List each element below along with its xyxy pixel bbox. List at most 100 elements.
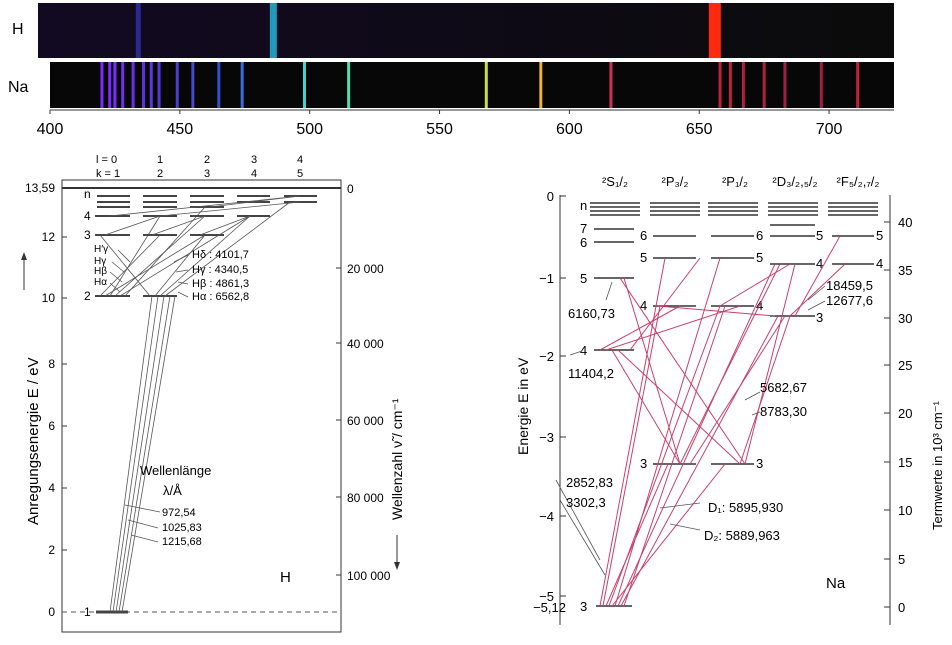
na-corner-label: Na xyxy=(826,575,846,592)
spectrum-tick-label: 600 xyxy=(556,121,583,138)
h-col-l: 4 xyxy=(297,154,303,166)
h-y-tick-label: 13,59 xyxy=(25,181,55,195)
h-spectral-line xyxy=(269,3,277,58)
h-col-k: 2 xyxy=(157,168,163,180)
na-spectral-line xyxy=(783,62,787,108)
na-level-label: n xyxy=(580,198,587,213)
na-y-tick-label: 0 xyxy=(547,189,554,204)
na-spectral-line xyxy=(121,62,125,108)
na-term-header: ²S₁/₂ xyxy=(602,174,628,189)
na-d2: D₂: 5889,963 xyxy=(704,528,780,543)
na-spectral-line xyxy=(217,62,221,108)
h-y-tick-label: 12 xyxy=(42,230,56,244)
na-d1: D₁: 5895,930 xyxy=(708,500,783,515)
h-y-label: Anregungsenergie E / eV xyxy=(25,357,42,525)
spectrum-tick-label: 700 xyxy=(816,121,843,138)
na-level-label: 6 xyxy=(756,228,763,243)
na-level-label: 3 xyxy=(756,456,763,471)
na-spectral-line xyxy=(100,62,104,108)
na-right-tick-label: 40 xyxy=(898,215,912,230)
na-right-tick-label: 0 xyxy=(898,600,905,615)
na-y-tick-label: −4 xyxy=(539,509,554,524)
na-level-label: 7 xyxy=(580,221,587,236)
h-balmer-label: Hβ xyxy=(94,266,107,277)
h-col-k: 4 xyxy=(251,168,257,180)
na-right-tick-label: 30 xyxy=(898,311,912,326)
h-y-tick-label: 0 xyxy=(48,605,55,619)
h-balmer-value: Hα : 6562,8 xyxy=(192,291,249,303)
spectrum-ticks: 400 450 500 550 600 650 700 xyxy=(37,110,843,138)
na-spectral-line xyxy=(108,62,112,108)
na-spectral-line xyxy=(728,62,732,108)
na-spectral-line xyxy=(113,62,117,108)
na-spectral-line xyxy=(131,62,135,108)
spectrum-h-lines xyxy=(135,3,721,58)
spectrum-tick-label: 500 xyxy=(296,121,323,138)
na-spectral-line xyxy=(302,62,306,108)
na-right-tick-label: 25 xyxy=(898,358,912,373)
h-balmer-value: Hγ : 4340,5 xyxy=(192,264,248,276)
spectrum-tick-label: 650 xyxy=(686,121,713,138)
na-level-label: 6 xyxy=(580,235,587,250)
na-spectral-line xyxy=(718,62,722,108)
na-term-header: ²F₅/₂,₇/₂ xyxy=(837,174,880,189)
h-l-row: l = 0 xyxy=(96,154,117,166)
na-level-label: 4 xyxy=(640,298,647,313)
h-right-tick-label: 40 000 xyxy=(347,337,384,351)
h-y-tick-label: 10 xyxy=(42,291,56,305)
na-wavelength-label: 8783,30 xyxy=(760,404,807,419)
na-level-label: 5 xyxy=(640,250,647,265)
na-spectral-line xyxy=(539,62,543,108)
na-wavelength-label: 12677,6 xyxy=(826,293,873,308)
h-lyman-value: 1025,83 xyxy=(162,522,202,534)
na-level-label: 5 xyxy=(816,228,823,243)
na-spectral-line xyxy=(856,62,860,108)
na-spectral-line xyxy=(175,62,179,108)
na-spectral-line xyxy=(240,62,244,108)
h-level-label: 1 xyxy=(84,605,91,619)
na-wavelength-label: 3302,3 xyxy=(566,495,606,510)
na-level-label: 4 xyxy=(876,256,883,271)
h-right-arrowhead xyxy=(394,562,400,570)
h-balmer-value: Hδ : 4101,7 xyxy=(192,249,249,261)
na-right-tick-label: 10 xyxy=(898,503,912,518)
na-level-label: 3 xyxy=(580,599,587,614)
na-right-tick-label: 15 xyxy=(898,455,912,470)
na-wavelength-label: 5682,67 xyxy=(760,380,807,395)
h-y-tick-label: 2 xyxy=(48,543,55,557)
h-right-label: Wellenzahl ν̃ / cm⁻¹ xyxy=(389,398,405,520)
na-level-label: 5 xyxy=(580,271,587,286)
na-level-label: 3 xyxy=(816,310,823,325)
na-y-tick-label: −5 xyxy=(539,589,554,604)
na-term-header: ²P₃/₂ xyxy=(662,174,689,189)
na-spectral-line xyxy=(347,62,351,108)
na-diagram: ²S₁/₂ ²P₃/₂ ²P₁/₂ ²D₃/₂,₅/₂ ²F₅/₂,₇/₂ 0 −1 −2 −… xyxy=(515,174,945,625)
h-col-l: 3 xyxy=(251,154,257,166)
h-spectral-line xyxy=(135,3,141,58)
h-right-tick-label: 80 000 xyxy=(347,491,384,505)
spectrum-na xyxy=(50,62,894,108)
h-right-tick-label: 100 000 xyxy=(347,569,391,583)
na-spectral-line xyxy=(819,62,823,108)
na-spectral-line xyxy=(157,62,161,108)
na-y-tick-label: −2 xyxy=(539,349,554,364)
h-lyman-value: 1215,68 xyxy=(162,536,202,548)
h-y-arrowhead xyxy=(21,252,27,260)
h-col-l: 1 xyxy=(157,154,163,166)
na-y-tick-label: −3 xyxy=(539,430,554,445)
h-spectral-line xyxy=(708,3,721,58)
na-term-header: ²P₁/₂ xyxy=(722,174,748,189)
spectrum-label-h: H xyxy=(12,21,24,38)
na-spectral-line xyxy=(149,62,153,108)
h-balmer-value: Hβ : 4861,3 xyxy=(192,278,249,290)
h-level-label: n xyxy=(84,187,91,201)
na-spectral-line xyxy=(609,62,613,108)
spectrum-tick-label: 400 xyxy=(37,121,64,138)
na-y-tick-label: −1 xyxy=(539,271,554,286)
h-right-tick-label: 20 000 xyxy=(347,262,384,276)
h-col-k: 5 xyxy=(297,168,303,180)
na-level-label: 5 xyxy=(756,250,763,265)
na-spectral-line xyxy=(191,62,195,108)
